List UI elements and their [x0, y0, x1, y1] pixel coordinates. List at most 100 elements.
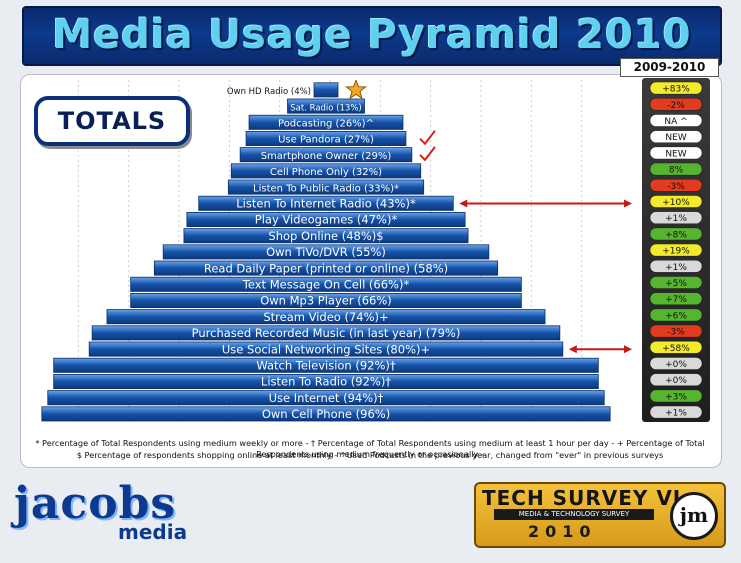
change-label: +10%: [662, 198, 690, 208]
change-label: +58%: [662, 344, 690, 354]
bar-label: Own Cell Phone (96%): [262, 407, 390, 421]
arrow-head-icon: [459, 199, 468, 208]
bar: [130, 292, 522, 308]
bar: [47, 390, 605, 406]
change-pill: [649, 146, 703, 160]
bar: [248, 114, 404, 130]
jm-logo: jm: [670, 492, 718, 540]
change-pill: [649, 211, 703, 225]
bar-label: Podcasting (26%)^: [278, 119, 374, 130]
bar-label: Listen To Radio (92%)†: [261, 375, 391, 389]
change-label: +1%: [665, 409, 687, 419]
bar-label: Own Mp3 Player (66%): [260, 294, 392, 308]
survey-title: TECH SURVEY VI: [482, 486, 682, 510]
chart-title: Media Usage Pyramid 2010: [52, 12, 692, 58]
bar-label: Own TiVo/DVR (55%): [266, 245, 386, 259]
bar-label: Cell Phone Only (32%): [270, 167, 382, 178]
bar: [198, 195, 454, 211]
change-label: +0%: [665, 376, 687, 386]
bar-label: Use Social Networking Sites (80%)+: [222, 342, 430, 356]
bar: [106, 309, 546, 325]
change-label: +6%: [665, 311, 687, 321]
change-label: NEW: [665, 149, 686, 159]
bar: [287, 98, 365, 114]
change-pill: [649, 227, 703, 241]
bar: [230, 163, 422, 179]
change-pill: [649, 357, 703, 370]
change-pill: [649, 389, 703, 403]
bar: [91, 325, 561, 341]
bar-label: Use Internet (94%)†: [269, 391, 384, 405]
bar: [186, 211, 466, 227]
totals-badge: TOTALS: [34, 96, 190, 146]
change-column: +83% -2% NA ^ NEW NEW 8% -3% +10% +1% +8% +19% +1% +…: [642, 78, 710, 422]
change-pill: [649, 340, 703, 354]
arrow-head-icon: [624, 199, 632, 208]
arrow-head-icon: [624, 345, 632, 354]
survey-year: 2010: [528, 522, 597, 541]
bar: [239, 147, 413, 163]
bar: [183, 228, 469, 244]
bar-label: Stream Video (74%)+: [263, 310, 388, 324]
change-label: +0%: [665, 360, 687, 370]
bar-label: Smartphone Owner (29%): [261, 151, 392, 162]
footnote-line-1: * Percentage of Total Respondents using …: [35, 438, 705, 459]
change-pill: [649, 114, 703, 127]
change-label: +8%: [665, 230, 687, 240]
bar: [245, 131, 407, 147]
change-label: +3%: [665, 392, 687, 402]
bar: [41, 406, 611, 422]
change-pill: [649, 292, 703, 306]
change-pill: [649, 162, 703, 176]
change-label: NA ^: [664, 117, 687, 127]
change-pill: [649, 276, 703, 289]
change-label: +83%: [662, 85, 690, 95]
checkmark-icon: [419, 146, 436, 162]
change-label: -3%: [667, 182, 685, 192]
bar: [313, 82, 339, 98]
change-label: +19%: [662, 247, 690, 257]
jacobs-media-logo: jacobs media: [14, 478, 194, 548]
star-icon: [345, 80, 367, 100]
title-banner: Media Usage Pyramid 2010: [22, 6, 722, 66]
bar-label: Listen To Internet Radio (43%)*: [236, 197, 416, 211]
bar-label: Purchased Recorded Music (in last year) …: [192, 326, 461, 340]
checkmark-icon: [419, 130, 436, 146]
bar-label: Sat. Radio (13%): [290, 103, 361, 113]
change-pill: [649, 195, 703, 208]
change-pill: [649, 130, 703, 144]
bar: [153, 260, 499, 276]
bar: [53, 357, 599, 373]
change-pill: [649, 97, 703, 111]
bar-label: Read Daily Paper (printed or online) (58…: [204, 261, 448, 275]
bar: [130, 276, 522, 292]
change-pill: [649, 405, 703, 419]
bar-label: Play Videogames (47%)*: [255, 213, 398, 227]
change-label: +7%: [665, 295, 687, 305]
bar: [227, 179, 425, 195]
pyramid-chart: Own HD Radio (4%) Sat. Radio (13%) Podcast…: [41, 80, 632, 424]
change-pill: [649, 324, 703, 338]
change-pill: [649, 178, 703, 192]
bar-label: Text Message On Cell (66%)*: [242, 278, 410, 292]
bar-label: Own HD Radio (4%): [227, 87, 311, 97]
change-pill: [649, 308, 703, 322]
bar: [53, 373, 599, 389]
change-pill: [649, 373, 703, 387]
change-label: +1%: [665, 263, 687, 273]
change-label: NEW: [665, 133, 686, 143]
change-label: -2%: [667, 101, 685, 111]
bar-label: Watch Television (92%)†: [256, 359, 396, 373]
change-label: +1%: [665, 214, 687, 224]
change-pill: [649, 243, 703, 257]
footnote-line-2: $ Percentage of respondents shopping onl…: [76, 450, 664, 460]
bar: [162, 244, 490, 260]
logo-jacobs-text: jacobs: [14, 478, 177, 529]
bar-label: Listen To Public Radio (33%)*: [253, 183, 399, 194]
logo-media-text: media: [118, 520, 188, 544]
bar-label: Use Pandora (27%): [278, 135, 374, 146]
bar: [88, 341, 564, 357]
arrow-head-icon: [568, 345, 577, 354]
survey-subtitle: MEDIA & TECHNOLOGY SURVEY: [494, 509, 654, 520]
change-label: -3%: [667, 328, 685, 338]
